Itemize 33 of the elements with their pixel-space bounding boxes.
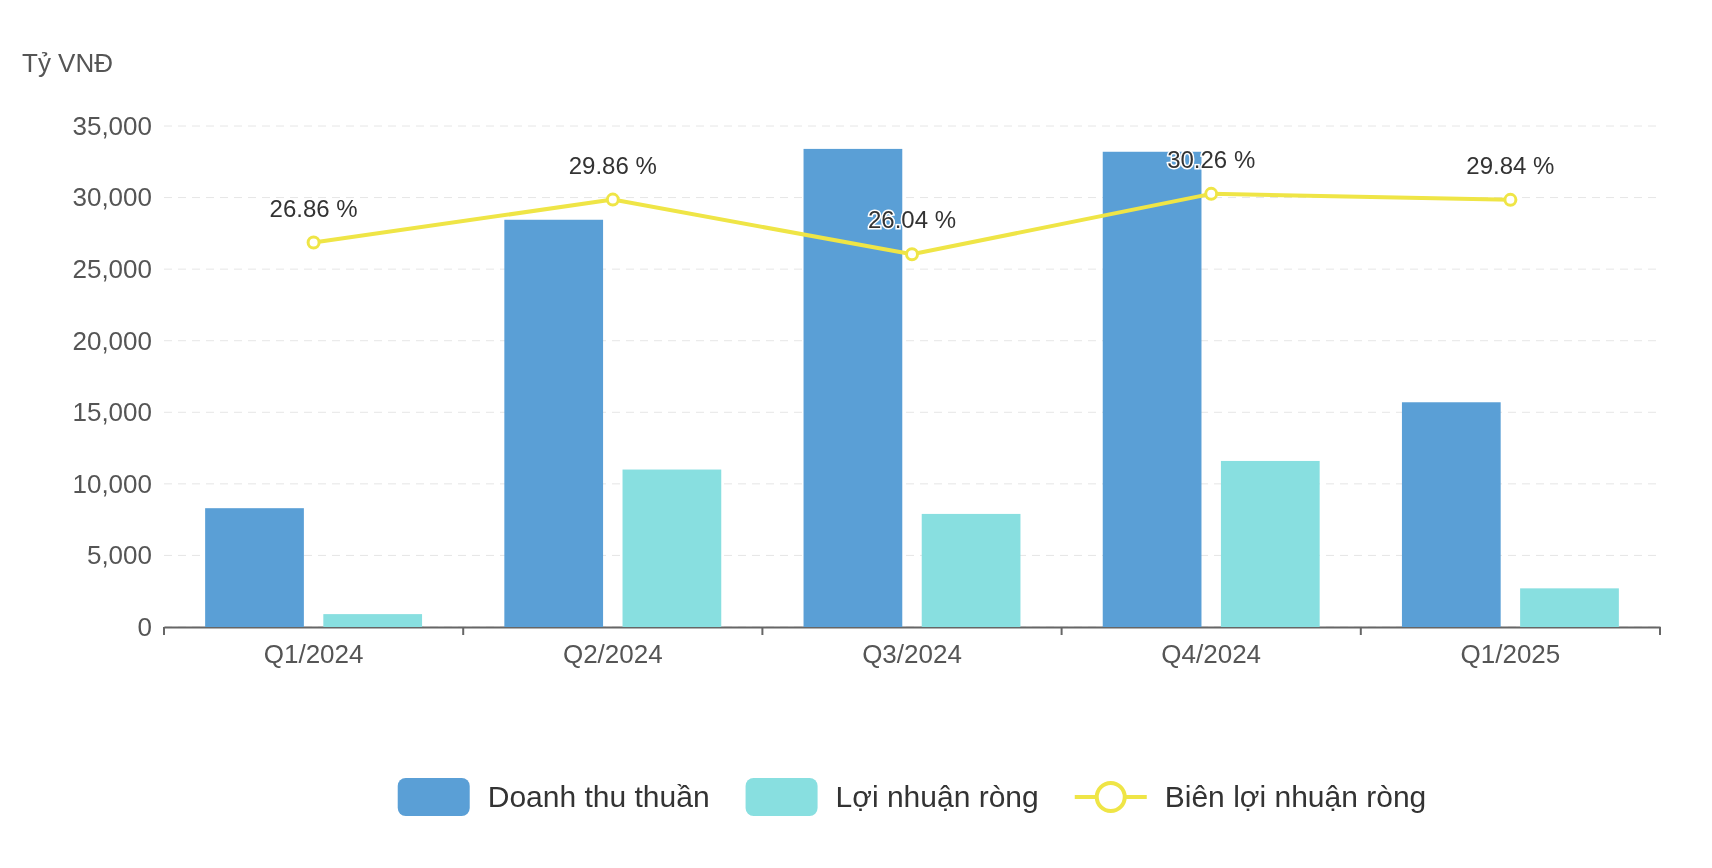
point bbox=[1503, 192, 1518, 207]
y-tick-label: 0 bbox=[137, 611, 152, 642]
bar bbox=[1220, 460, 1320, 627]
bar bbox=[504, 219, 604, 627]
bar bbox=[323, 614, 423, 627]
y-tick-label: 15,000 bbox=[72, 397, 152, 428]
y-tick-label: 10,000 bbox=[72, 468, 152, 499]
x-tick-label: Q4/2024 bbox=[1161, 639, 1262, 670]
point bbox=[905, 247, 919, 262]
x-tick-label: Q3/2024 bbox=[862, 639, 962, 670]
legend-label: Doanh thu thuần bbox=[487, 780, 710, 813]
point bbox=[306, 235, 321, 250]
y-axis-title: Tỷ VNĐ bbox=[22, 48, 113, 78]
point bbox=[605, 192, 620, 207]
legend-label: Lợi nhuận ròng bbox=[835, 780, 1039, 813]
y-tick-label: 25,000 bbox=[72, 253, 152, 284]
bar bbox=[205, 508, 304, 627]
bar bbox=[622, 469, 722, 627]
bar bbox=[1520, 588, 1619, 627]
legend-label: Biên lợi nhuận ròng bbox=[1164, 780, 1427, 813]
x-tick-label: Q2/2024 bbox=[562, 639, 663, 670]
point bbox=[1204, 186, 1219, 201]
data-label: 29.86 % bbox=[568, 151, 657, 179]
bar bbox=[921, 513, 1021, 627]
data-label: 26.86 % bbox=[269, 194, 358, 222]
y-tick-label: 30,000 bbox=[72, 182, 152, 213]
y-tick-label: 20,000 bbox=[72, 325, 152, 356]
data-label: 29.84 % bbox=[1466, 151, 1555, 179]
y-tick-label: 35,000 bbox=[72, 110, 152, 141]
x-tick-label: Q1/2024 bbox=[263, 639, 364, 670]
x-tick-label: Q1/2025 bbox=[1460, 639, 1561, 670]
bar bbox=[1401, 402, 1501, 627]
y-tick-label: 5,000 bbox=[86, 540, 152, 571]
